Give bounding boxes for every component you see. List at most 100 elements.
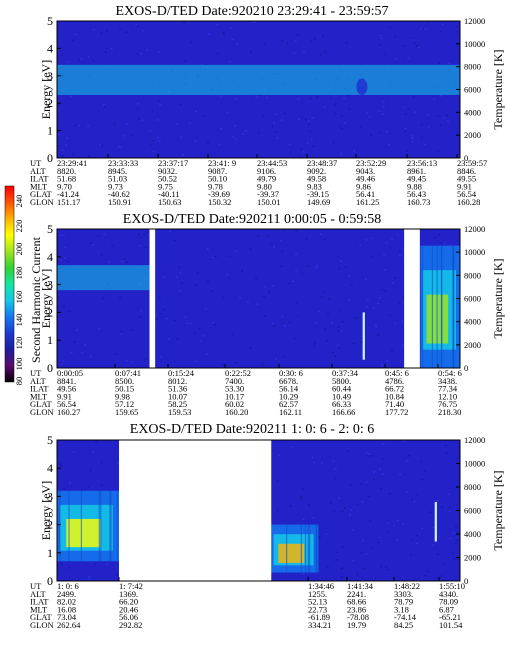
spectrogram-speckle [297,98,300,100]
spectrogram-speckle [420,460,423,463]
ephemeris-row-label: ALT [30,376,47,386]
ephemeris-value: 150.63 [158,197,181,207]
spectrogram-speckle [140,309,143,312]
spectrogram-speckle [371,256,374,258]
spectrogram-speckle [162,276,165,278]
spectrogram-speckle [57,145,59,147]
ephemeris-value: 58.25 [168,399,187,409]
spectrogram-speckle [436,500,439,502]
spectrogram-speckle [74,124,77,127]
spectrogram-speckle [274,113,277,115]
energy-tick: 0 [47,361,53,375]
spectrogram-speckle [382,100,385,103]
spectrogram-speckle [347,94,350,97]
spectrogram-speckle [249,51,252,54]
spectrogram-speckle [389,26,392,29]
spectrogram-speckle [88,155,91,157]
spectrogram-speckle [340,260,343,262]
spectrogram-speckle [324,50,327,53]
spectrogram-speckle [184,316,187,318]
colorbar-tick: 200 [14,243,24,256]
spectrogram-speckle [80,57,83,60]
spectrogram-speckle [139,316,142,318]
spectrogram-speckle [67,61,70,63]
spectrogram-speckle [92,59,95,62]
spectrogram-speckle [84,344,87,346]
spectrogram-speckle [242,133,245,135]
spectrogram-speckle [408,36,411,39]
spectrogram-speckle [159,103,162,106]
spectrogram-speckle [220,127,223,130]
spectrogram-speckle [441,506,444,509]
spectrogram-speckle [211,257,214,259]
spectrogram-speckle [383,269,386,271]
spectrogram-speckle [145,231,148,233]
spectrogram-speckle [399,473,401,476]
spectrogram-speckle [263,43,266,45]
ephemeris-value: 150.32 [208,197,231,207]
spectrogram-striation [116,490,118,562]
spectrogram-speckle [156,136,159,139]
spectrogram-speckle [176,337,179,340]
spectrogram-speckle [400,326,403,328]
ephemeris-value: 9.78 [208,181,223,191]
spectrogram-speckle [144,246,147,248]
spectrogram-speckle [412,96,415,98]
spectrogram-striation [109,490,111,562]
spectrogram-speckle [314,321,317,324]
spectrogram-speckle [320,462,323,464]
spectrogram-speckle [349,514,351,516]
temperature-tick: 4000 [464,529,481,539]
spectrogram-speckle [300,497,303,500]
energy-axis-label: Energy [eV] [39,481,53,540]
spectrogram-speckle [413,111,416,113]
ephemeris-value: 76.75 [438,399,457,409]
spectrogram-speckle [87,485,90,488]
spectrogram-speckle [415,495,418,497]
spectrogram-speckle [168,230,171,233]
colorbar-label: Second Harmonic Current [29,236,43,363]
spectrogram-speckle [329,502,332,504]
spectrogram-speckle [214,256,217,258]
energy-axis-label: Energy [eV] [39,269,53,328]
spectrogram-speckle [292,280,295,282]
spectrogram-speckle [62,360,65,362]
energy-tick: 1 [47,546,53,560]
spectrogram-speckle [230,27,233,29]
spectrogram-speckle [115,353,117,355]
spectrogram-speckle [125,31,128,33]
spectrogram-speckle [385,242,388,244]
ephemeris-value: 101.54 [439,620,463,630]
spectrogram-speckle [354,317,357,319]
spectrogram-speckle [257,235,260,237]
ephemeris-value: 6678. [279,376,298,386]
spectrogram-speckle [163,308,166,311]
ephemeris-value: 84.25 [394,620,413,630]
spectrogram-speckle [61,155,64,157]
spectrogram-speckle [334,355,337,358]
spectrogram-speckle [407,455,410,457]
spectrogram-speckle [438,62,441,64]
spectrogram-speckle [452,532,455,534]
spectrogram-speckle [322,34,324,37]
spectrogram-speckle [404,130,407,133]
spectrogram-speckle [89,469,92,472]
spectrogram-speckle [231,38,234,40]
spectrogram-speckle [294,316,297,319]
spectrogram-speckle [455,31,458,33]
ephemeris-value: 23:41: 9 [208,158,236,168]
spectrogram-speckle [344,122,347,124]
ephemeris-value: -40.11 [158,189,180,199]
spectrogram-speckle [386,360,389,362]
spectrogram-speckle [261,115,264,118]
spectrogram-speckle [105,48,108,50]
spectrogram-speckle [344,507,346,509]
spectrogram-speckle [312,517,315,519]
spectrogram-speckle [175,276,178,278]
spectrogram-speckle [378,44,381,46]
spectrogram-speckle [130,134,133,136]
spectrogram-speckle [348,108,351,110]
energy-tick: 1 [47,124,53,138]
spectrogram-speckle [268,291,271,294]
spectrogram-speckle [303,151,305,153]
